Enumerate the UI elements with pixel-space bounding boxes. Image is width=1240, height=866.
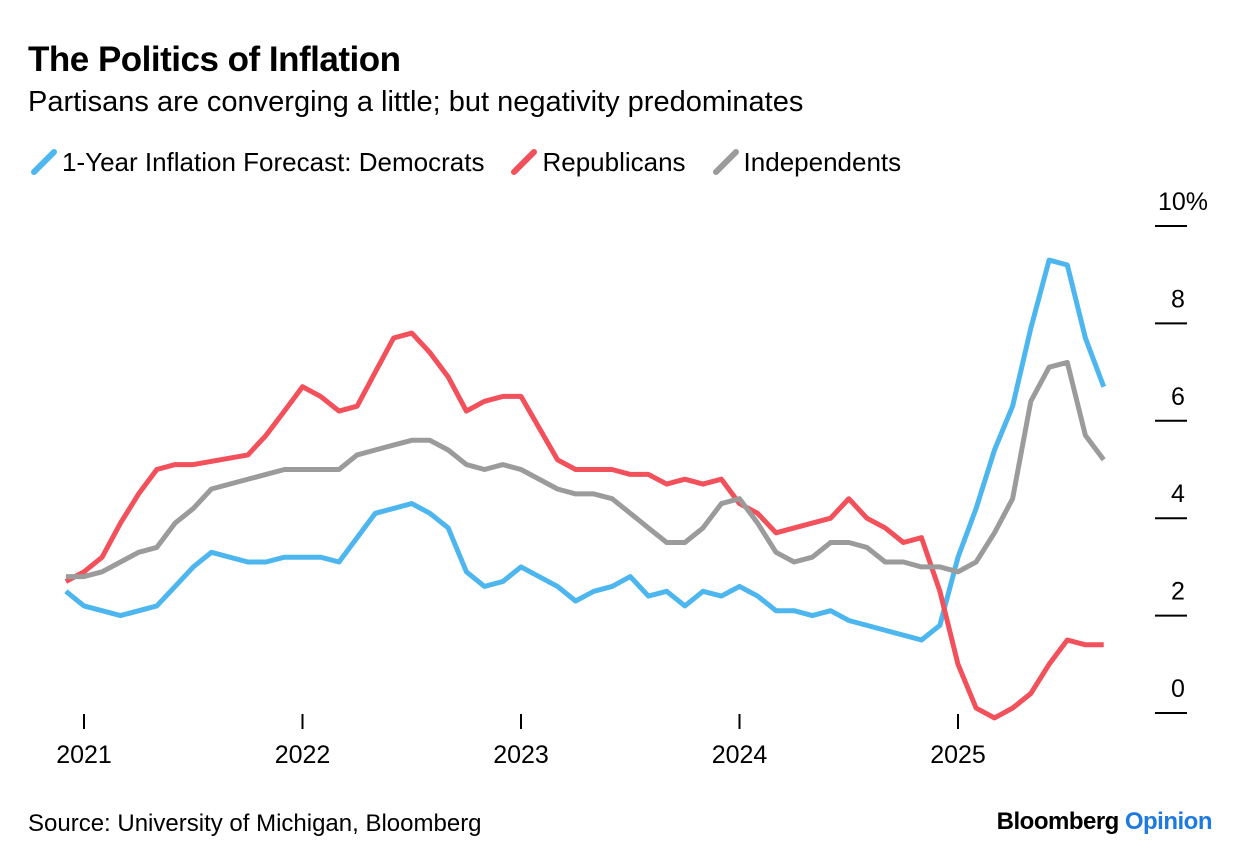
x-tick-label: 2024	[712, 741, 768, 769]
series-line-independents	[65, 359, 1106, 580]
legend-label-republicans: Republicans	[542, 146, 686, 177]
legend-item-republicans: Republicans	[508, 146, 686, 178]
legend-swatch-independents	[712, 149, 739, 175]
chart-title: The Politics of Inflation	[28, 40, 401, 79]
chart-subtitle: Partisans are converging a little; but n…	[28, 86, 804, 118]
x-tick-label: 2022	[275, 741, 331, 769]
y-tick-label: 4	[1171, 480, 1185, 508]
brand-name: Bloomberg	[996, 808, 1120, 835]
source-note: Source: University of Michigan, Bloomber…	[28, 810, 482, 837]
y-tick-label: 10%	[1158, 188, 1208, 216]
legend-label-independents: Independents	[743, 146, 902, 177]
legend-swatch-democrats	[31, 149, 57, 175]
x-axis: 2021 2022 2023 2024 2025	[56, 714, 986, 769]
series-layer	[64, 257, 1107, 721]
y-tick-label: 8	[1171, 285, 1185, 313]
y-axis: 0 2 4 6 8 10%	[1155, 188, 1208, 714]
y-tick-label: 2	[1171, 578, 1185, 606]
legend-label-democrats: 1-Year Inflation Forecast: Democrats	[62, 146, 485, 177]
brand-logo: Bloomberg Opinion	[996, 808, 1213, 836]
legend-swatch-republicans	[511, 149, 538, 175]
x-tick-label: 2023	[493, 741, 549, 769]
y-tick-label: 6	[1171, 383, 1185, 411]
x-tick-label: 2025	[930, 741, 986, 769]
legend: 1-Year Inflation Forecast: Democrats Rep…	[28, 146, 925, 178]
series-line-republicans	[64, 330, 1104, 721]
series-line-democrats	[64, 257, 1107, 643]
legend-item-independents: Independents	[710, 146, 902, 178]
y-tick-label: 0	[1171, 675, 1185, 703]
x-tick-label: 2021	[56, 741, 112, 769]
brand-suffix: Opinion	[1124, 808, 1213, 835]
legend-item-democrats: 1-Year Inflation Forecast: Democrats	[28, 146, 484, 178]
